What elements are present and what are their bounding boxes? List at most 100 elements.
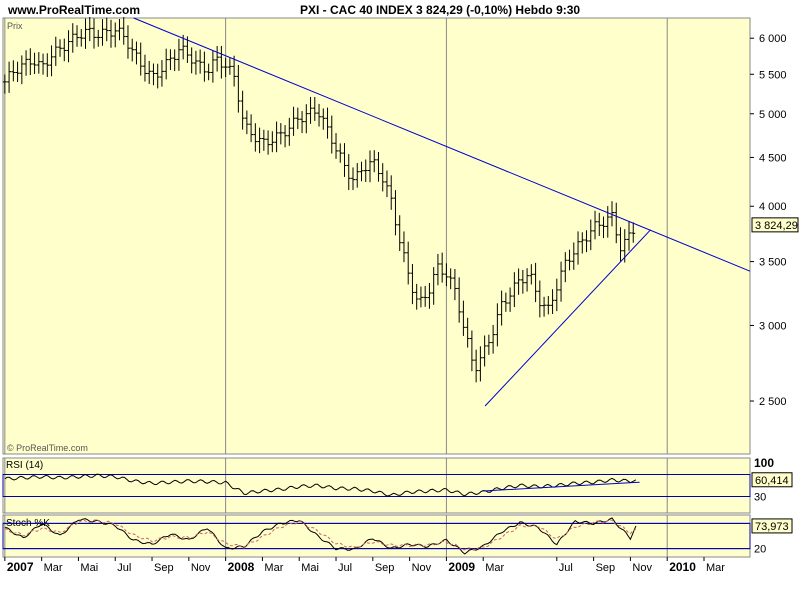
ohlc-bar [300, 111, 305, 134]
x-tick-label: Nov [412, 562, 432, 574]
ohlc-bar [159, 60, 164, 87]
trendline [133, 17, 751, 272]
site-name: www.ProRealTime.com [7, 3, 140, 17]
ohlc-bar [19, 55, 24, 85]
ohlc-bar [36, 52, 41, 74]
ohlc-bar [202, 51, 207, 82]
ohlc-bar [618, 227, 623, 262]
ohlc-bar [372, 150, 377, 173]
ohlc-bar [495, 303, 500, 347]
rsi-trendline [483, 481, 640, 492]
ohlc-bar [397, 215, 402, 251]
ohlc-bar [134, 41, 139, 65]
signal-line [4, 519, 637, 551]
ohlc-bar [389, 175, 394, 210]
last-price-box [751, 217, 799, 233]
x-tick-label: Mar [706, 562, 725, 574]
ohlc-bar [7, 61, 12, 93]
ohlc-bar [287, 117, 292, 146]
ohlc-bar [546, 296, 551, 315]
x-tick-label: Sep [375, 562, 395, 574]
ohlc-bar [189, 47, 194, 74]
ohlc-bar [601, 216, 606, 239]
ohlc-bar [457, 277, 462, 323]
ohlc-bar [380, 163, 385, 192]
ohlc-bar [520, 269, 525, 294]
ohlc-bar [516, 268, 521, 295]
ohlc-bar [62, 38, 67, 62]
ohlc-bar [92, 18, 97, 49]
ohlc-bar [185, 36, 190, 63]
current-value-box [751, 518, 793, 534]
ohlc-bar [317, 103, 322, 127]
ohlc-bar [614, 202, 619, 244]
ohlc-bar [283, 125, 288, 148]
ohlc-bar [138, 42, 143, 76]
ohlc-bar [70, 23, 75, 53]
ohlc-bar [576, 231, 581, 265]
level-label: 30 [754, 492, 766, 504]
ohlc-bar [270, 131, 275, 153]
ohlc-bar [45, 53, 50, 77]
ohlc-bar [325, 107, 330, 139]
ohlc-bar [342, 143, 347, 177]
ohlc-bar [151, 63, 156, 86]
ohlc-bar [512, 272, 517, 308]
y-tick-label: 6 000 [759, 33, 787, 45]
ohlc-bar [367, 150, 372, 183]
x-tick-label: Jul [559, 562, 573, 574]
ohlc-bar [198, 49, 203, 74]
ohlc-bar [499, 290, 504, 326]
ohlc-bar [482, 335, 487, 367]
ohlc-bar [87, 16, 92, 42]
ohlc-bar [117, 19, 122, 41]
ohlc-bar [261, 129, 266, 151]
current-value-label: 73,973 [755, 521, 789, 533]
ohlc-bar [125, 25, 130, 59]
ohlc-bar [461, 300, 466, 336]
ohlc-bar [571, 242, 576, 270]
ohlc-bar [542, 296, 547, 317]
ohlc-bar [363, 159, 368, 183]
ohlc-bar [355, 163, 360, 188]
ohlc-bar [168, 49, 173, 70]
x-tick-label: 2009 [448, 560, 475, 574]
x-tick-label: 2007 [7, 560, 34, 574]
x-tick-label: Nov [632, 562, 652, 574]
ohlc-bar [537, 280, 542, 318]
ohlc-bar [351, 167, 356, 191]
ohlc-bar [49, 45, 54, 77]
price-panel [2, 17, 751, 455]
ohlc-bar [236, 64, 241, 113]
ohlc-bar [440, 252, 445, 283]
ohlc-bar [58, 39, 63, 57]
ohlc-bar [584, 230, 589, 253]
trendline [484, 229, 652, 407]
ohlc-bar [104, 17, 109, 42]
ohlc-bar [308, 96, 313, 124]
ohlc-bar [130, 38, 135, 62]
ohlc-bar [253, 123, 258, 152]
ohlc-bar [155, 63, 160, 89]
ohlc-bar [227, 58, 232, 75]
x-tick-label: Nov [191, 562, 211, 574]
ohlc-bar [448, 268, 453, 290]
ohlc-bar [503, 292, 508, 312]
ohlc-bar [474, 349, 479, 383]
x-tick-label: Jul [117, 562, 131, 574]
ohlc-bar [563, 252, 568, 283]
x-tick-label: Jul [338, 562, 352, 574]
ohlc-bar [418, 286, 423, 308]
ohlc-bar [266, 130, 271, 155]
ohlc-bar [393, 190, 398, 236]
ohlc-bar [291, 106, 296, 136]
ohlc-bar [79, 28, 84, 47]
ohlc-bar [193, 50, 198, 75]
ohlc-bar [533, 262, 538, 303]
ohlc-bar [465, 317, 470, 348]
ohlc-bar [329, 115, 334, 154]
chart-title: PXI - CAC 40 INDEX 3 824,29 (-0,10%) Heb… [300, 3, 580, 17]
ohlc-bar [142, 54, 147, 82]
ohlc-bar [597, 212, 602, 236]
